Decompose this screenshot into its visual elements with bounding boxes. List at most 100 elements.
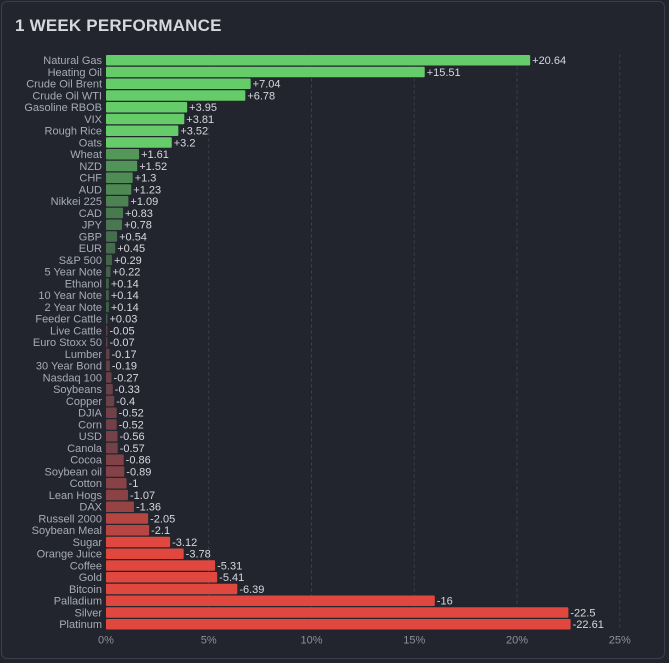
bar — [106, 348, 110, 360]
bar — [106, 478, 127, 489]
bar — [106, 313, 108, 324]
data-label: -6.39 — [239, 584, 264, 596]
category-label: Lean Hogs — [49, 490, 103, 502]
bar — [106, 278, 109, 289]
data-label: -3.78 — [186, 549, 211, 561]
bar — [106, 548, 184, 559]
data-label: +7.04 — [253, 79, 281, 91]
category-label: EUR — [79, 243, 102, 255]
data-label: -5.31 — [217, 560, 242, 572]
data-label: -0.57 — [120, 443, 145, 455]
category-label: Silver — [74, 607, 102, 619]
data-label: +3.2 — [174, 137, 196, 149]
data-label: +0.78 — [124, 220, 152, 232]
category-label: NZD — [79, 161, 102, 173]
data-label: -0.86 — [126, 455, 151, 467]
data-label: +0.14 — [111, 278, 139, 290]
bar — [106, 254, 112, 266]
bar — [106, 137, 172, 148]
bar — [106, 102, 188, 113]
data-label: +1.09 — [130, 196, 158, 208]
category-label: Nikkei 225 — [51, 196, 102, 208]
data-label: +1.61 — [141, 149, 169, 161]
bar — [106, 243, 116, 254]
category-label: Bitcoin — [69, 584, 102, 596]
data-label: +0.14 — [111, 290, 139, 302]
category-label: 10 Year Note — [38, 290, 102, 302]
category-label: VIX — [84, 114, 102, 126]
bar — [106, 113, 185, 125]
category-label: Canola — [67, 443, 103, 455]
data-label: +0.54 — [119, 231, 147, 243]
data-label: +1.3 — [135, 173, 157, 185]
x-tick-label: 0% — [98, 634, 114, 646]
bar — [106, 619, 571, 630]
category-label: Cocoa — [70, 455, 103, 467]
bar — [106, 395, 115, 407]
data-label: -0.4 — [116, 396, 135, 408]
category-label: Natural Gas — [43, 55, 102, 67]
category-label: DAX — [79, 502, 102, 514]
data-label: -1.36 — [136, 502, 161, 514]
data-label: +0.14 — [111, 302, 139, 314]
category-label: Corn — [78, 419, 102, 431]
x-tick-label: 15% — [403, 634, 425, 646]
data-label: +6.78 — [247, 90, 275, 102]
bar — [106, 407, 117, 418]
bar — [106, 466, 125, 477]
category-label: 30 Year Bond — [36, 361, 102, 373]
bar — [106, 184, 132, 195]
category-label: Wheat — [70, 149, 102, 161]
bar — [106, 78, 251, 89]
bar — [106, 55, 531, 66]
data-label: -0.52 — [119, 408, 144, 420]
data-label: +20.64 — [532, 55, 566, 67]
category-label: CHF — [79, 173, 102, 185]
category-label: CAD — [79, 208, 102, 220]
x-tick-label: 5% — [201, 634, 217, 646]
data-label: +0.29 — [114, 255, 142, 267]
category-label: Gasoline RBOB — [24, 102, 102, 114]
x-tick-label: 10% — [300, 634, 322, 646]
bar — [106, 90, 246, 101]
x-tick-label: 20% — [506, 634, 528, 646]
bar — [106, 360, 110, 371]
bar — [106, 583, 238, 595]
data-label: +3.95 — [189, 102, 217, 114]
data-label: +3.52 — [180, 126, 208, 138]
category-label: 2 Year Note — [45, 302, 103, 314]
bar — [106, 525, 150, 536]
data-label: +15.51 — [427, 67, 461, 79]
bar — [106, 301, 109, 313]
data-label: -0.17 — [111, 349, 136, 361]
data-label: -0.89 — [126, 466, 151, 478]
category-label: S&P 500 — [59, 255, 102, 267]
data-label: +1.52 — [139, 161, 167, 173]
category-label: Cotton — [70, 478, 102, 490]
bar — [106, 384, 113, 395]
data-label: -0.52 — [119, 419, 144, 431]
bar — [106, 607, 569, 618]
data-label: +0.83 — [125, 208, 153, 220]
bar — [106, 595, 435, 606]
bar — [106, 160, 138, 172]
category-label: Nasdaq 100 — [43, 372, 102, 384]
category-label: Platinum — [59, 619, 102, 631]
data-label: -0.33 — [115, 384, 140, 396]
data-label: -1 — [129, 478, 139, 490]
category-label: Gold — [79, 572, 102, 584]
data-label: +1.23 — [133, 184, 161, 196]
bar — [106, 513, 149, 524]
bar — [106, 196, 129, 207]
category-label: Copper — [66, 396, 102, 408]
bar — [106, 419, 117, 430]
category-label: Sugar — [73, 537, 103, 549]
category-label: Soybean oil — [45, 466, 103, 478]
bar — [106, 489, 128, 501]
bar — [106, 454, 124, 465]
bar — [106, 372, 112, 383]
data-label: +3.81 — [186, 114, 214, 126]
data-label: -22.5 — [570, 607, 595, 619]
bar — [106, 219, 123, 230]
bar — [106, 501, 134, 512]
